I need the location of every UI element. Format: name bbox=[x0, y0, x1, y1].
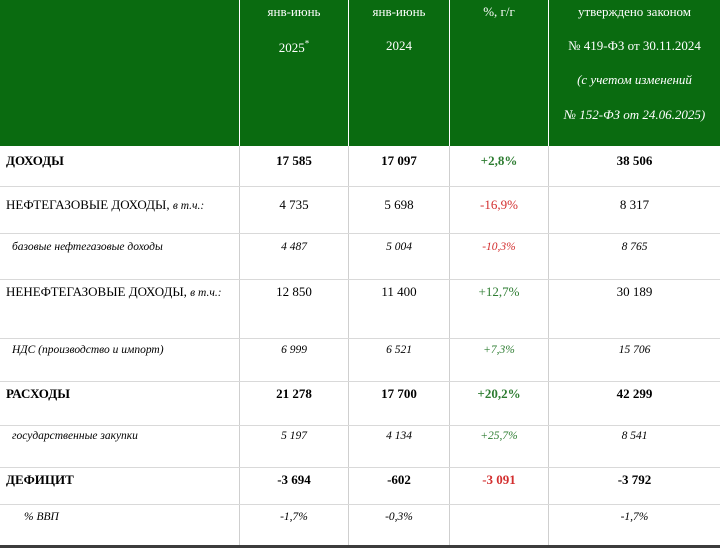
header-divider bbox=[449, 0, 450, 146]
header-col-2025-year-text: 2025 bbox=[278, 40, 305, 55]
header-col-2024-period: янв-июнь bbox=[372, 4, 426, 19]
cell-yoy: -3 091 bbox=[482, 472, 516, 487]
table-bottom-border bbox=[0, 545, 720, 548]
header-divider bbox=[348, 0, 349, 146]
header-col-law-line4: № 152-ФЗ от 24.06.2025) bbox=[563, 107, 706, 122]
header-col-law-line1: утверждено законом bbox=[577, 4, 692, 19]
cell-2024: -0,3% bbox=[385, 511, 413, 523]
header-col-law: утверждено законом № 419-ФЗ от 30.11.202… bbox=[549, 0, 720, 146]
table-row-base-oil-gas: базовые нефтегазовые доходы 4 487 5 004 … bbox=[0, 234, 720, 280]
header-col-2025-year: 2025* bbox=[240, 38, 348, 56]
cell-law: 8 317 bbox=[619, 197, 650, 212]
header-col-2025: янв-июнь 2025* bbox=[240, 0, 348, 146]
row-label-text: НЕФТЕГАЗОВЫЕ ДОХОДЫ, bbox=[6, 197, 170, 212]
cell-2024: 4 134 bbox=[386, 430, 412, 442]
header-divider bbox=[548, 0, 549, 146]
table-row-revenue: ДОХОДЫ 17 585 17 097 +2,8% 38 506 bbox=[0, 146, 720, 187]
cell-2024: 5 698 bbox=[384, 197, 414, 212]
cell-yoy: +20,2% bbox=[477, 386, 521, 401]
row-label: ДОХОДЫ bbox=[6, 153, 64, 168]
cell-2025: 4 735 bbox=[279, 197, 309, 212]
cell-2025: -1,7% bbox=[280, 511, 308, 523]
cell-yoy: +25,7% bbox=[480, 430, 518, 442]
cell-law: 8 765 bbox=[621, 241, 648, 253]
cell-2024: 11 400 bbox=[381, 284, 417, 299]
header-col-yoy: %, г/г bbox=[450, 0, 548, 146]
cell-law: -1,7% bbox=[620, 511, 649, 523]
table-row-expenditure: РАСХОДЫ 21 278 17 700 +20,2% 42 299 bbox=[0, 382, 720, 426]
cell-2025: 5 197 bbox=[281, 430, 307, 442]
cell-2025: 4 487 bbox=[281, 241, 307, 253]
cell-yoy: +12,7% bbox=[478, 284, 520, 299]
cell-2025: 21 278 bbox=[276, 386, 312, 401]
column-divider bbox=[239, 0, 240, 548]
cell-yoy bbox=[450, 505, 548, 550]
cell-2024: 17 097 bbox=[381, 153, 417, 168]
cell-law: -3 792 bbox=[617, 472, 652, 487]
row-label: НЕНЕФТЕГАЗОВЫЕ ДОХОДЫ, в т.ч.: bbox=[6, 280, 231, 342]
table-row-oil-gas-revenue: НЕФТЕГАЗОВЫЕ ДОХОДЫ, в т.ч.: 4 735 5 698… bbox=[0, 187, 720, 234]
row-label-note: в т.ч.: bbox=[172, 200, 205, 212]
row-label: НДС (производство и импорт) bbox=[12, 344, 164, 356]
row-label: НЕФТЕГАЗОВЫЕ ДОХОДЫ, в т.ч.: bbox=[6, 187, 236, 243]
cell-2024: 6 521 bbox=[386, 344, 412, 356]
row-label: % ВВП bbox=[24, 511, 59, 523]
header-col-2024: янв-июнь 2024 bbox=[349, 0, 449, 146]
column-divider bbox=[449, 0, 450, 548]
table-row-procurement: государственные закупки 5 197 4 134 +25,… bbox=[0, 426, 720, 468]
cell-yoy: +7,3% bbox=[483, 344, 515, 356]
cell-2025: 12 850 bbox=[276, 284, 312, 299]
cell-2025: 17 585 bbox=[276, 153, 312, 168]
cell-law: 38 506 bbox=[616, 153, 653, 168]
header-col-law-line2: № 419-ФЗ от 30.11.2024 bbox=[568, 38, 701, 53]
cell-2024: -602 bbox=[387, 472, 411, 487]
cell-2024: 17 700 bbox=[381, 386, 417, 401]
row-label: РАСХОДЫ bbox=[6, 386, 70, 401]
cell-2025: 6 999 bbox=[281, 344, 307, 356]
table-row-non-oil-gas-revenue: НЕНЕФТЕГАЗОВЫЕ ДОХОДЫ, в т.ч.: 12 850 11… bbox=[0, 280, 720, 339]
header-col-2024-year: 2024 bbox=[386, 38, 412, 53]
footnote-mark: * bbox=[304, 38, 310, 49]
cell-yoy: -16,9% bbox=[480, 197, 518, 212]
row-label: государственные закупки bbox=[12, 430, 138, 442]
row-label: базовые нефтегазовые доходы bbox=[12, 241, 163, 253]
table-row-gdp-share: % ВВП -1,7% -0,3% -1,7% bbox=[0, 505, 720, 544]
cell-2024: 5 004 bbox=[386, 241, 412, 253]
header-divider bbox=[239, 0, 240, 146]
header-col-2025-period: янв-июнь bbox=[267, 4, 321, 19]
header-col-law-line3: (с учетом изменений bbox=[577, 72, 692, 87]
column-divider bbox=[348, 0, 349, 548]
cell-law: 8 541 bbox=[621, 430, 648, 442]
row-label-note: в т.ч.: bbox=[190, 287, 222, 299]
row-label: ДЕФИЦИТ bbox=[6, 472, 74, 487]
cell-law: 30 189 bbox=[616, 284, 653, 299]
cell-2025: -3 694 bbox=[277, 472, 311, 487]
cell-law: 15 706 bbox=[618, 344, 651, 356]
cell-law: 42 299 bbox=[616, 386, 653, 401]
table-row-deficit: ДЕФИЦИТ -3 694 -602 -3 091 -3 792 bbox=[0, 468, 720, 505]
header-col-yoy-label: %, г/г bbox=[483, 4, 515, 19]
table-row-vat: НДС (производство и импорт) 6 999 6 521 … bbox=[0, 339, 720, 382]
row-label-text: НЕНЕФТЕГАЗОВЫЕ ДОХОДЫ, bbox=[6, 284, 187, 299]
cell-yoy: +2,8% bbox=[480, 153, 518, 168]
cell-yoy: -10,3% bbox=[482, 241, 516, 253]
table-header: янв-июнь 2025* янв-июнь 2024 %, г/г утве… bbox=[0, 0, 720, 146]
column-divider bbox=[548, 0, 549, 548]
